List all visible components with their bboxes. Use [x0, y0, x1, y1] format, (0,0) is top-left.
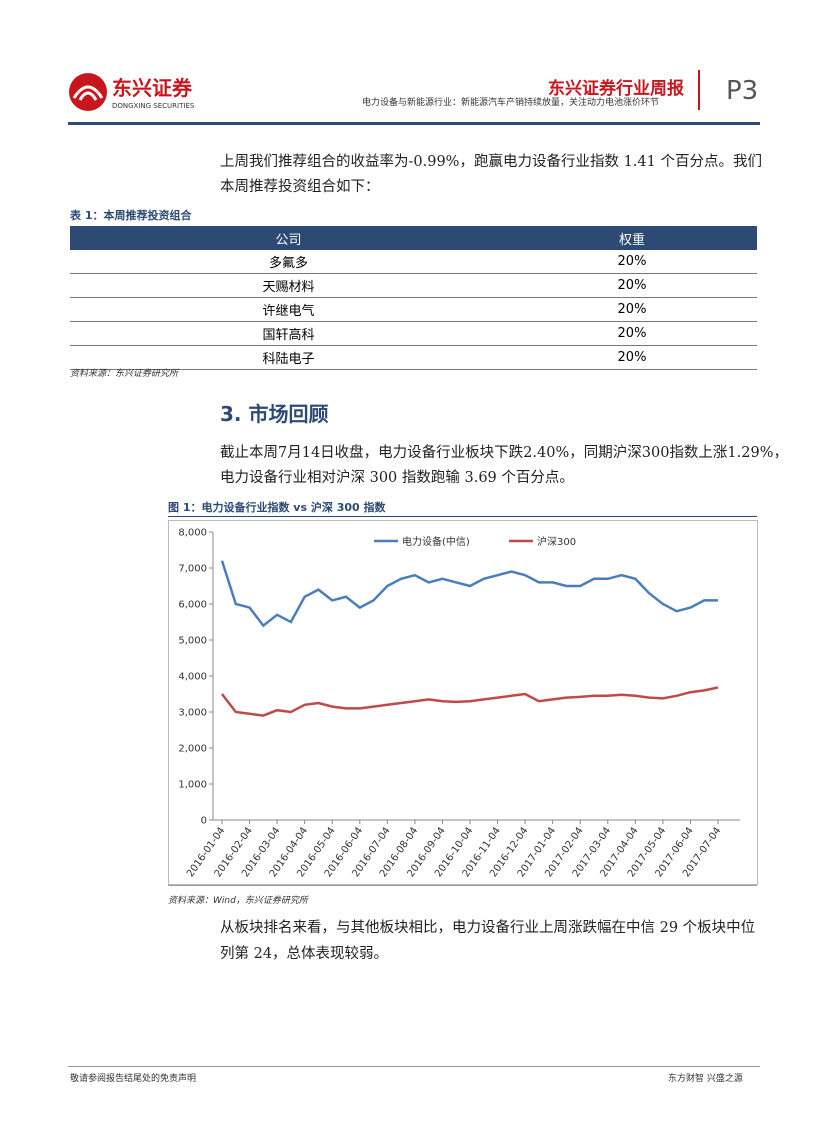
- logo-en: DONGXING SECURITIES: [112, 102, 195, 110]
- figure-rule: [168, 885, 757, 886]
- table-caption: 表 1：本周推荐投资组合: [70, 209, 192, 222]
- table-cell: 20%: [506, 321, 757, 346]
- intro-line: 本周推荐投资组合如下：: [220, 179, 380, 195]
- chart: 0 1,000 2,000 3,000 4,000 5,000 6,000 7,000 8,00…: [168, 520, 758, 885]
- y-tick-label: 7,000: [178, 564, 207, 575]
- table-source: 资料来源：东兴证券研究所: [70, 369, 179, 379]
- footer-left: 敬请参阅报告结尾处的免责声明: [70, 1074, 197, 1084]
- figure-caption: 图 1：电力设备行业指数 vs 沪深 300 指数: [168, 501, 386, 514]
- table: 公司 权重 多氟多 20% 天赐材料 20% 许继电气 20% 国轩高科 20% 科陆电子 20%: [70, 226, 757, 370]
- report-subtitle: 电力设备与新能源行业：新能源汽车产销持续放量，关注动力电池涨价环节: [362, 98, 660, 108]
- logo-cn: 东兴证券: [112, 76, 193, 100]
- divider: [698, 70, 700, 110]
- table-cell: 20%: [506, 297, 757, 322]
- section-line: 截止本周7月14日收盘，电力设备行业板块下跌2.40%，同期沪深300指数上涨1…: [220, 445, 788, 461]
- footer-right: 东方财智 兴盛之源: [668, 1074, 743, 1084]
- y-tick-label: 2,000: [178, 744, 207, 755]
- table-cell: 国轩高科: [70, 321, 507, 346]
- table-row: 许继电气 20%: [70, 297, 757, 322]
- line-series: [221, 686, 719, 717]
- table-cell: 20%: [506, 273, 757, 298]
- report-title: 东兴证券行业周报: [548, 79, 684, 99]
- logo: 东兴证券 DONGXING SECURITIES: [69, 73, 195, 111]
- page-number: P3: [726, 76, 759, 106]
- section-title: 3. 市场回顾: [220, 402, 329, 426]
- figure-rule: [168, 516, 757, 517]
- logo-swoosh: [72, 85, 104, 101]
- legend-label: 电力设备(中信): [402, 535, 470, 548]
- y-tick-label: 1,000: [178, 780, 207, 791]
- intro-line: 上周我们推荐组合的收益率为-0.99%，跑赢电力设备行业指数 1.41 个百分点…: [220, 154, 762, 170]
- line-series: [220, 560, 718, 628]
- closing-line: 列第 24，总体表现较弱。: [220, 946, 389, 962]
- section-line: 电力设备行业相对沪深 300 指数跑输 3.69 个百分点。: [220, 470, 574, 486]
- y-tick-label: 3,000: [178, 708, 207, 719]
- table-cell: 20%: [506, 345, 757, 370]
- table-cell: 多氟多: [70, 250, 507, 274]
- header-cell: 权重: [506, 226, 757, 250]
- chart-source: 资料来源：Wind，东兴证券研究所: [168, 896, 308, 906]
- legend-label: 沪深300: [537, 535, 576, 548]
- table-cell: 天赐材料: [70, 273, 507, 298]
- y-tick-label: 5,000: [178, 636, 207, 647]
- plot-frame: [168, 520, 758, 885]
- table-cell: 许继电气: [70, 297, 507, 322]
- y-tick-label: 4,000: [178, 672, 207, 683]
- footer-rule: [68, 1066, 760, 1067]
- closing-line: 从板块排名来看，与其他板块相比，电力设备行业上周涨跌幅在中信 29 个板块中位: [220, 920, 756, 936]
- table-row: 多氟多 20%: [70, 250, 757, 274]
- table-header: 公司 权重: [70, 226, 757, 250]
- y-tick-label: 0: [201, 816, 207, 827]
- header-cell: 公司: [70, 226, 507, 250]
- table-cell: 20%: [506, 250, 757, 274]
- table-row: 国轩高科 20%: [70, 321, 757, 346]
- table-row: 天赐材料 20%: [70, 273, 757, 298]
- header-rule: [68, 122, 760, 125]
- table-row: 科陆电子 20%: [70, 345, 757, 370]
- y-tick-label: 6,000: [178, 600, 207, 611]
- y-tick-label: 8,000: [178, 528, 207, 539]
- table-cell: 科陆电子: [70, 345, 507, 370]
